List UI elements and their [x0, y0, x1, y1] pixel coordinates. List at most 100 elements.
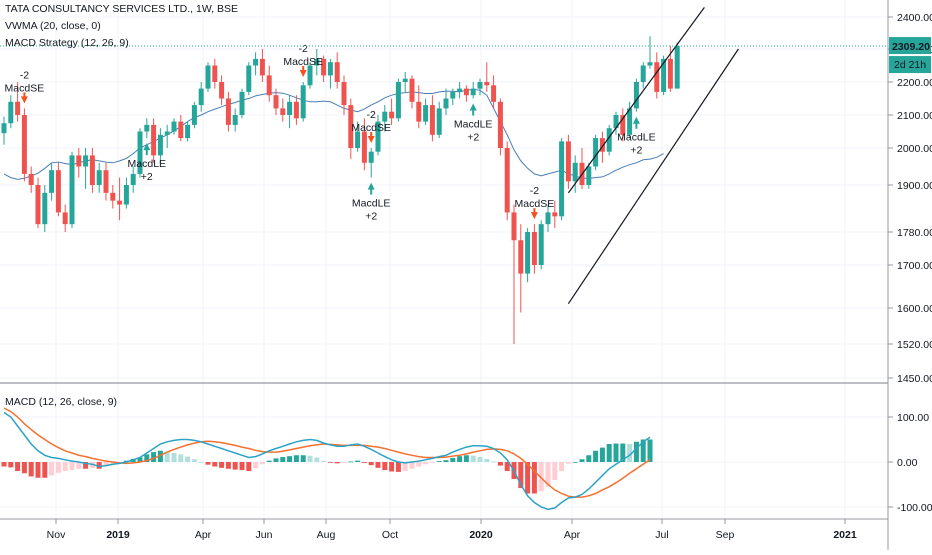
signal-label: MacdLE — [617, 132, 656, 144]
vwma-line — [3, 88, 664, 180]
time-tick-label: Sep — [716, 529, 735, 541]
candle-body — [599, 138, 605, 152]
candle — [185, 121, 191, 142]
candle — [375, 115, 381, 156]
macd-histogram-bar — [436, 461, 442, 462]
candle — [280, 98, 286, 122]
time-tick-label: Oct — [382, 529, 398, 541]
candle — [191, 101, 197, 129]
candle — [117, 177, 123, 221]
macd-histogram-bar — [321, 461, 327, 462]
candle — [457, 82, 463, 99]
long-signal: MacdLE+2 — [454, 103, 492, 144]
candle-body — [178, 121, 184, 139]
macd-histogram-bar — [429, 462, 435, 463]
channel-lower-line — [567, 48, 739, 305]
time-tick-label: 2019 — [106, 529, 130, 541]
arrow-up-icon — [367, 182, 375, 195]
candle-body — [15, 101, 21, 115]
signals-layer: -2MacdSEMacdLE+2-2MacdSE-2MacdSEMacdLE+2… — [5, 43, 656, 223]
candle — [450, 88, 456, 106]
candle — [402, 72, 408, 92]
macd-histogram-bar — [103, 462, 109, 467]
candle — [497, 98, 503, 156]
candle — [225, 91, 231, 132]
candle-body — [518, 240, 524, 274]
macd-histogram-bar — [504, 462, 510, 471]
signal-label: MacdSE — [283, 56, 323, 68]
candle-body — [28, 173, 34, 185]
macd-histogram-bar — [409, 462, 415, 469]
price-tick-label: 2400.00 — [897, 12, 932, 24]
time-tick-label: Nov — [47, 529, 66, 541]
candle-body — [674, 46, 680, 89]
macd-tick-label: 0.00 — [897, 457, 918, 469]
candle — [565, 134, 571, 189]
candle — [531, 224, 537, 274]
candle-body — [423, 105, 429, 122]
candle-body — [450, 91, 456, 99]
macd-histogram-bar — [55, 462, 61, 473]
price-tick-label: 2000.00 — [897, 143, 932, 155]
legend-macd[interactable]: MACD (12, 26, close, 9) — [5, 396, 118, 408]
signal-qty: -2 — [530, 185, 539, 197]
candle-body — [96, 170, 102, 185]
macd-histogram-bar — [423, 462, 429, 465]
macd-histogram-bar — [586, 455, 592, 462]
candle-body — [110, 192, 116, 201]
candle-body — [368, 151, 374, 163]
macd-histogram-bar — [198, 462, 204, 463]
candle-body — [314, 58, 320, 66]
candle-body — [416, 101, 422, 122]
candle — [327, 58, 333, 89]
candle — [178, 115, 184, 142]
candle-body — [42, 192, 48, 225]
candle-body — [586, 166, 592, 185]
macd-histogram-bar — [477, 457, 483, 462]
candle — [409, 75, 415, 109]
candle — [395, 78, 401, 122]
candle-body — [89, 155, 95, 185]
legend-macd-strategy[interactable]: MACD Strategy (12, 26, 9) — [5, 37, 129, 49]
candle-body — [117, 200, 123, 205]
macd-histogram-bar — [287, 456, 293, 462]
chart-title[interactable]: TATA CONSULTANCY SERVICES LTD., 1W, BSE — [5, 3, 238, 15]
arrow-down-icon — [20, 92, 28, 104]
macd-histogram-bar — [293, 455, 299, 462]
macd-histogram-bar — [83, 462, 89, 469]
candle-body — [348, 105, 354, 148]
candle — [484, 62, 490, 92]
macd-histogram-bar — [599, 447, 605, 462]
candle-body — [307, 65, 313, 86]
macd-histogram-bar — [484, 458, 490, 462]
candle — [89, 148, 95, 193]
macd-histogram-bar — [572, 462, 578, 463]
candle-body — [8, 101, 14, 124]
candle — [627, 101, 633, 139]
candle — [341, 75, 347, 115]
macd-histogram-bar — [219, 462, 225, 468]
candle-body — [239, 91, 245, 115]
candle — [110, 185, 116, 209]
candle-body — [293, 101, 299, 119]
macd-histogram-bar — [137, 457, 143, 462]
candle — [382, 105, 388, 132]
arrow-up-icon — [632, 116, 640, 129]
candle-body — [130, 173, 136, 185]
candle — [640, 62, 646, 89]
signal-qty: -2 — [20, 69, 29, 81]
candle-body — [327, 62, 333, 76]
macd-histogram-bar — [355, 460, 361, 462]
macd-histogram-bar — [497, 462, 503, 466]
candle — [525, 228, 531, 283]
candle — [212, 58, 218, 89]
arrow-up-icon — [143, 143, 151, 156]
legend-vwma[interactable]: VWMA (20, close, 0) — [5, 20, 101, 32]
candle — [171, 118, 177, 135]
candle — [436, 101, 442, 139]
candle — [137, 128, 143, 178]
